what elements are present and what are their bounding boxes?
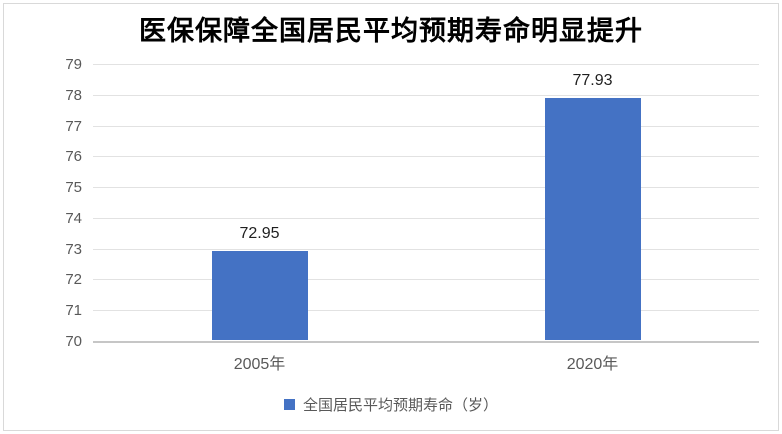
gridline [93,310,759,312]
gridline [93,279,759,281]
data-label: 77.93 [572,71,613,89]
x-tick-label: 2020年 [566,356,619,373]
legend-swatch [283,398,295,410]
gridline [93,217,759,219]
y-tick-label: 76 [65,148,82,166]
gridline [93,64,759,65]
y-tick-label: 74 [65,209,82,227]
y-tick-label: 70 [65,333,82,350]
legend-label: 全国居民平均预期寿命（岁） [302,396,498,414]
legend: 全国居民平均预期寿命（岁） [0,393,782,415]
bar-2005年 [211,251,308,340]
y-tick-label: 75 [65,179,82,197]
y-tick-label: 77 [65,117,82,135]
chart-title: 医保保障全国居民平均预期寿命明显提升 [139,16,643,46]
y-tick-label: 78 [65,86,82,104]
gridline [93,94,759,96]
gridline [93,248,759,250]
x-axis: 2005年 2020年 [93,350,759,373]
y-tick-label: 71 [65,302,82,320]
gridline [93,125,759,127]
y-tick-label: 72 [65,271,82,289]
gridline [93,187,759,189]
x-tick-label: 2005年 [233,356,286,373]
bar-2020年 [544,97,641,340]
x-axis-baseline [93,341,759,343]
data-label: 72.95 [239,225,280,243]
plot-area: 72.95 77.93 [93,64,759,343]
y-axis: 70 71 72 73 74 75 76 77 78 79 [30,56,82,350]
y-tick-label: 73 [65,240,82,258]
y-tick-label: 79 [65,56,82,73]
gridline [93,156,759,158]
